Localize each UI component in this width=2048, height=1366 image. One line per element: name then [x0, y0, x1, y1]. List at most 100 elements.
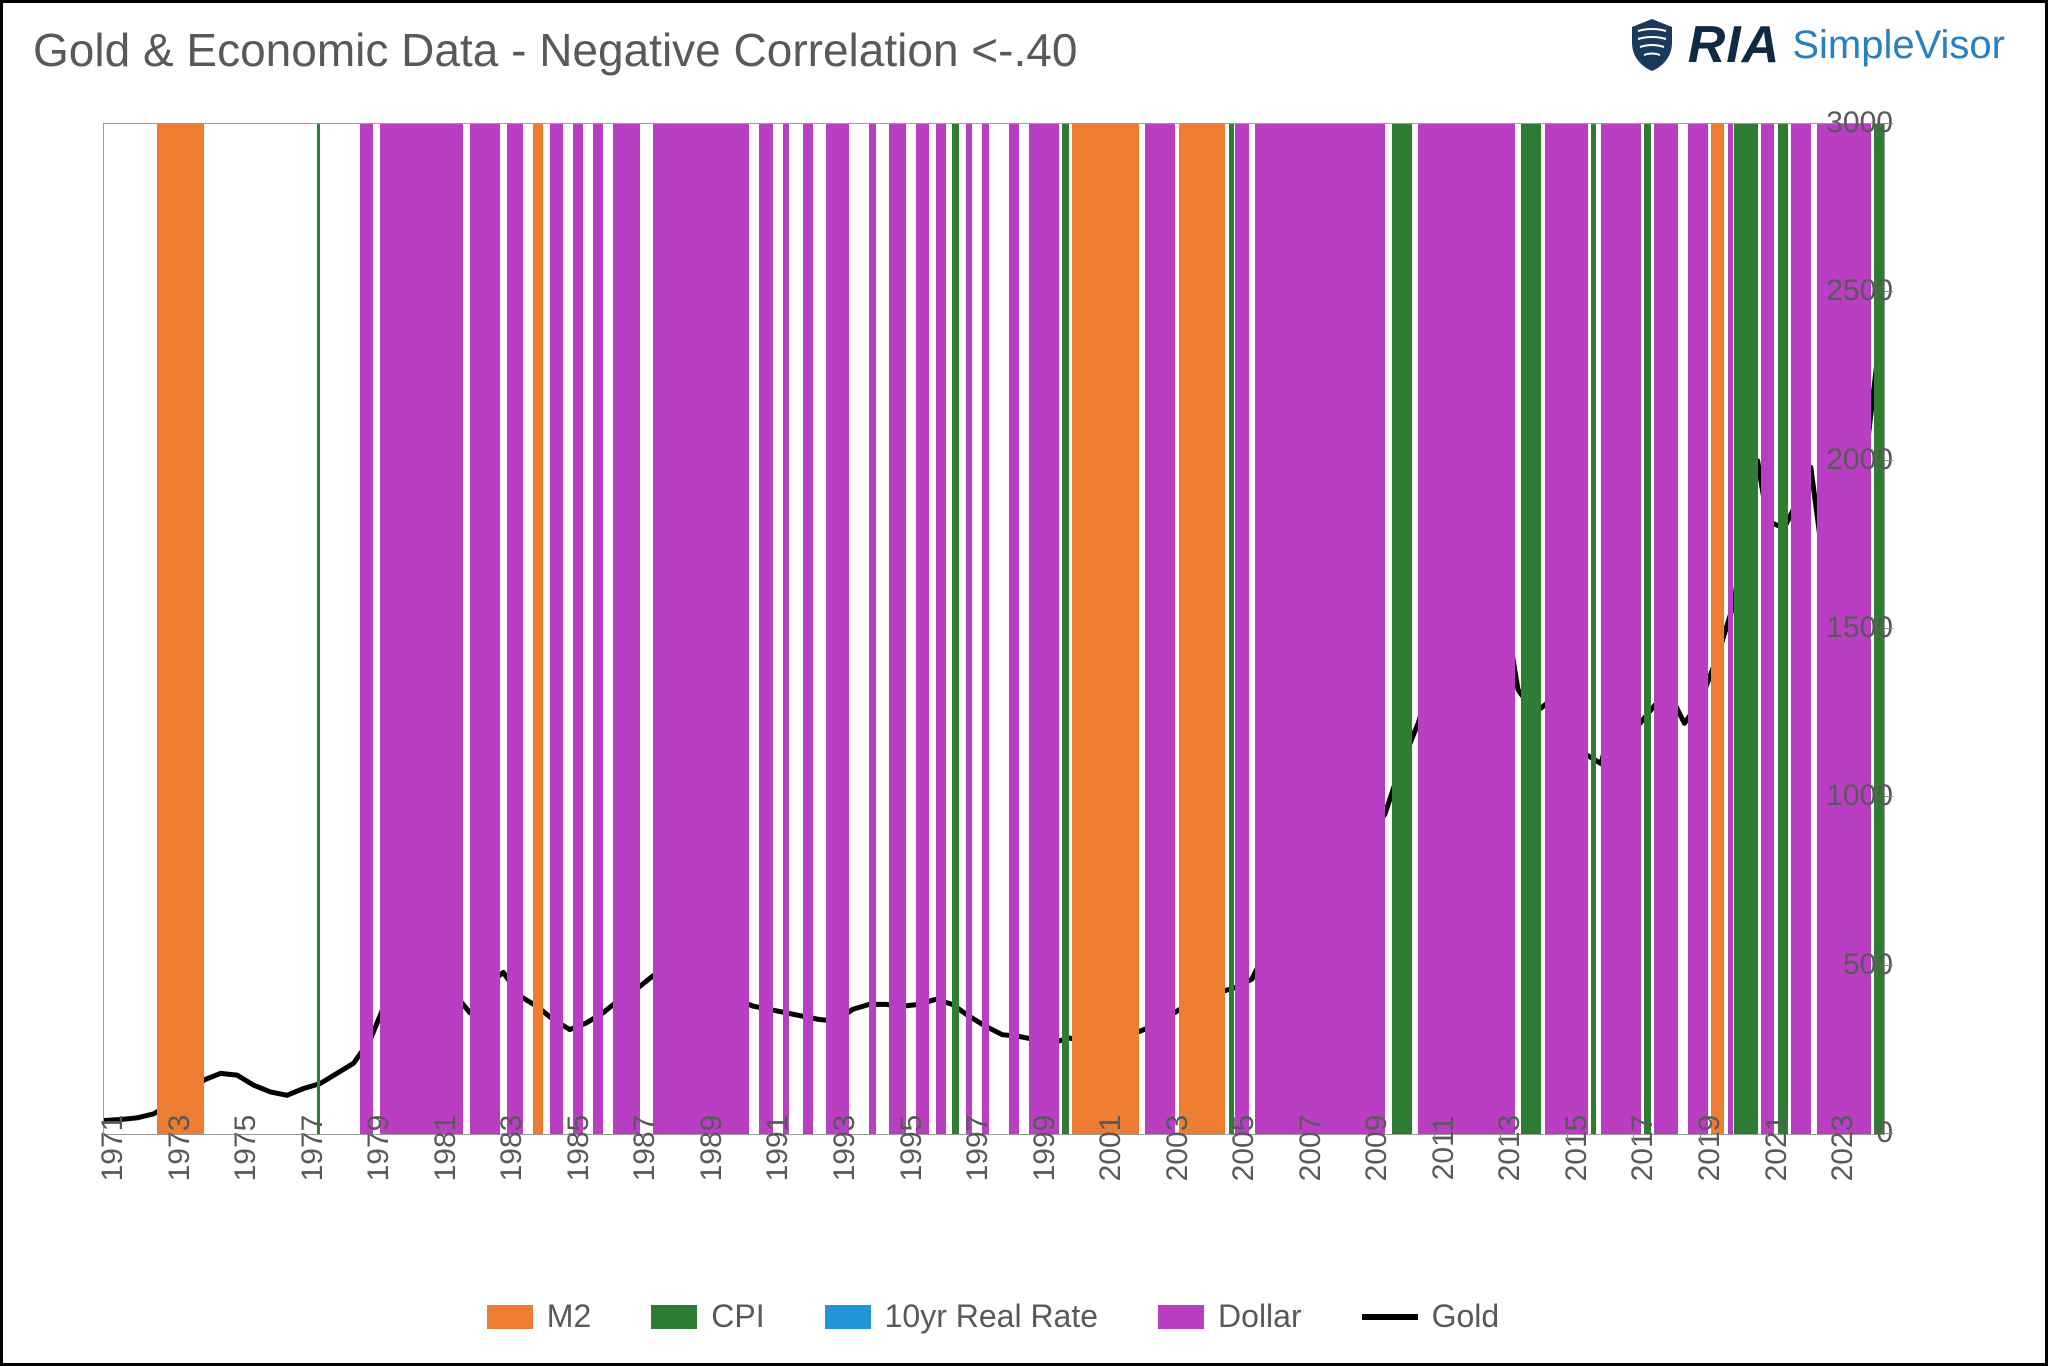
band-dollar	[1235, 124, 1248, 1134]
y-tick-mark	[1885, 1133, 1893, 1134]
y-tick-mark	[1885, 460, 1893, 461]
legend: M2 CPI 10yr Real Rate Dollar Gold	[103, 1298, 1883, 1335]
band-cpi	[1229, 124, 1234, 1134]
legend-item-gold: Gold	[1362, 1298, 1500, 1335]
band-cpi	[1591, 124, 1596, 1134]
x-tick-label: 1981	[429, 1115, 463, 1182]
band-dollar	[869, 124, 876, 1134]
legend-item-cpi: CPI	[651, 1298, 764, 1335]
band-dollar	[916, 124, 929, 1134]
band-dollar	[1418, 124, 1514, 1134]
chart-frame: Gold & Economic Data - Negative Correlat…	[0, 0, 2048, 1366]
band-dollar	[573, 124, 583, 1134]
x-tick-mark	[1567, 1133, 1568, 1141]
legend-item-10yr-real-rate: 10yr Real Rate	[825, 1298, 1098, 1335]
y-tick-mark	[1885, 796, 1893, 797]
band-dollar	[1601, 124, 1641, 1134]
legend-label: M2	[547, 1298, 591, 1335]
x-tick-mark	[768, 1133, 769, 1141]
x-tick-mark	[1035, 1133, 1036, 1141]
y-tick-mark	[1885, 291, 1893, 292]
x-tick-mark	[1700, 1133, 1701, 1141]
x-tick-label: 1985	[562, 1115, 596, 1182]
x-tick-mark	[635, 1133, 636, 1141]
y-tick-label: 1000	[1826, 779, 1893, 813]
band-cpi	[1644, 124, 1651, 1134]
x-tick-label: 2021	[1760, 1115, 1794, 1182]
band-cpi	[1392, 124, 1412, 1134]
x-tick-mark	[1767, 1133, 1768, 1141]
band-cpi	[1778, 124, 1788, 1134]
legend-item-dollar: Dollar	[1158, 1298, 1302, 1335]
band-dollar	[1009, 124, 1019, 1134]
x-tick-label: 1971	[96, 1115, 130, 1182]
band-dollar	[966, 124, 973, 1134]
band-dollar	[1145, 124, 1175, 1134]
band-dollar	[826, 124, 849, 1134]
band-dollar	[550, 124, 563, 1134]
x-tick-label: 1995	[895, 1115, 929, 1182]
x-tick-mark	[1301, 1133, 1302, 1141]
x-tick-mark	[902, 1133, 903, 1141]
band-dollar	[1545, 124, 1588, 1134]
x-tick-label: 1989	[695, 1115, 729, 1182]
x-tick-mark	[236, 1133, 237, 1141]
x-tick-mark	[170, 1133, 171, 1141]
x-tick-mark	[1633, 1133, 1634, 1141]
x-tick-mark	[1434, 1133, 1435, 1141]
legend-swatch	[825, 1305, 871, 1329]
legend-label: Gold	[1432, 1298, 1500, 1335]
plot-area	[103, 123, 1885, 1135]
x-tick-mark	[1234, 1133, 1235, 1141]
legend-label: Dollar	[1218, 1298, 1302, 1335]
y-tick-mark	[1885, 628, 1893, 629]
legend-swatch	[487, 1305, 533, 1329]
band-dollar	[1255, 124, 1385, 1134]
x-tick-label: 2011	[1427, 1116, 1461, 1181]
band-dollar	[1791, 124, 1811, 1134]
x-tick-label: 2015	[1560, 1115, 1594, 1182]
x-tick-mark	[1833, 1133, 1834, 1141]
x-tick-mark	[436, 1133, 437, 1141]
x-tick-label: 1977	[296, 1115, 330, 1182]
band-dollar	[360, 124, 373, 1134]
x-tick-mark	[968, 1133, 969, 1141]
x-tick-label: 1993	[828, 1115, 862, 1182]
legend-swatch	[1362, 1314, 1418, 1320]
band-cpi	[1521, 124, 1541, 1134]
x-tick-label: 1983	[495, 1115, 529, 1182]
x-tick-mark	[702, 1133, 703, 1141]
x-tick-label: 2019	[1693, 1115, 1727, 1182]
x-tick-mark	[1500, 1133, 1501, 1141]
y-tick-label: 1500	[1826, 611, 1893, 645]
band-dollar	[653, 124, 749, 1134]
logo-block: RIA SimpleVisor	[1628, 15, 2005, 75]
y-tick-label: 2500	[1826, 274, 1893, 308]
x-tick-label: 1975	[229, 1115, 263, 1182]
band-dollar	[803, 124, 813, 1134]
band-m2	[1072, 124, 1139, 1134]
x-tick-label: 2007	[1294, 1115, 1328, 1182]
band-m2	[1179, 124, 1226, 1134]
x-tick-label: 2013	[1493, 1115, 1527, 1182]
x-tick-mark	[1367, 1133, 1368, 1141]
chart-title: Gold & Economic Data - Negative Correlat…	[33, 23, 1077, 77]
x-tick-label: 1973	[163, 1115, 197, 1182]
x-tick-label: 2023	[1826, 1115, 1860, 1182]
band-dollar	[1761, 124, 1774, 1134]
legend-label: CPI	[711, 1298, 764, 1335]
band-dollar	[380, 124, 463, 1134]
x-tick-label: 2009	[1360, 1115, 1394, 1182]
x-tick-mark	[502, 1133, 503, 1141]
x-tick-mark	[569, 1133, 570, 1141]
x-tick-label: 2005	[1227, 1115, 1261, 1182]
x-tick-label: 1997	[961, 1115, 995, 1182]
x-tick-label: 1991	[761, 1115, 795, 1182]
legend-item-m2: M2	[487, 1298, 591, 1335]
band-dollar	[1728, 124, 1733, 1134]
shield-icon	[1628, 17, 1676, 73]
legend-swatch	[651, 1305, 697, 1329]
band-dollar	[1654, 124, 1677, 1134]
band-cpi	[952, 124, 959, 1134]
band-dollar	[889, 124, 906, 1134]
